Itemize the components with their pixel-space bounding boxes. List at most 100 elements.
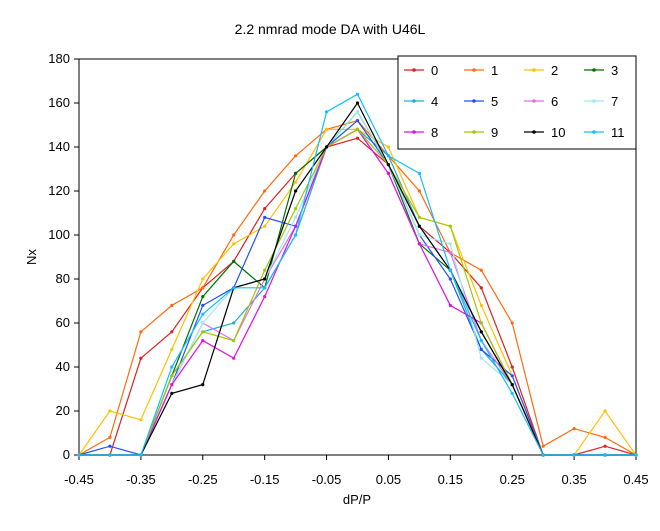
data-point	[603, 444, 607, 448]
data-point	[510, 374, 514, 378]
data-point	[572, 427, 576, 431]
legend-marker	[592, 68, 596, 72]
legend-marker	[472, 130, 476, 134]
data-point	[417, 215, 421, 219]
data-point	[201, 330, 205, 334]
data-point	[139, 453, 143, 457]
legend-item: 7	[584, 94, 618, 109]
chart-title: 2.2 nmrad mode DA with U46L	[235, 21, 426, 37]
data-point	[294, 233, 298, 237]
x-tick-label: 0.15	[438, 472, 463, 487]
data-point	[603, 453, 607, 457]
data-point	[108, 444, 112, 448]
data-point	[294, 180, 298, 184]
legend-item: 10	[524, 125, 565, 140]
data-point	[417, 233, 421, 237]
legend: 0 1 2 3 4 5 6 7 8 9 10 11	[397, 55, 637, 150]
data-point	[263, 286, 267, 290]
data-point	[479, 339, 483, 343]
x-tick-label: 0.25	[500, 472, 525, 487]
legend-item: 0	[404, 63, 438, 78]
data-point	[139, 356, 143, 360]
y-tick-label: 0	[63, 447, 70, 462]
data-point	[139, 418, 143, 422]
legend-marker	[532, 99, 536, 103]
legend-label: 8	[431, 125, 438, 140]
data-point	[448, 303, 452, 307]
legend-marker	[532, 68, 536, 72]
data-point	[448, 251, 452, 255]
legend-item: 6	[524, 94, 558, 109]
data-point	[294, 154, 298, 158]
y-tick-label: 80	[56, 271, 70, 286]
data-point	[417, 242, 421, 246]
data-point	[479, 356, 483, 360]
data-point	[324, 110, 329, 114]
data-point	[386, 154, 391, 158]
legend-label: 3	[611, 63, 618, 78]
legend-item: 4	[404, 94, 438, 109]
data-point	[108, 453, 112, 457]
x-tick-label: -0.25	[188, 472, 218, 487]
y-tick-label: 100	[48, 227, 70, 242]
x-tick-label: 0.05	[376, 472, 401, 487]
data-point	[355, 92, 360, 96]
data-point	[479, 303, 483, 307]
data-point	[201, 383, 205, 387]
data-point	[294, 224, 298, 228]
legend-label: 11	[611, 125, 625, 140]
x-tick-label: -0.35	[126, 472, 156, 487]
data-point	[232, 233, 236, 237]
data-point	[263, 207, 267, 211]
data-point	[232, 286, 236, 290]
data-point	[479, 268, 483, 272]
x-tick-label: -0.05	[312, 472, 342, 487]
x-axis-label: dP/P	[343, 492, 371, 507]
data-point	[201, 295, 205, 299]
data-point	[479, 286, 483, 290]
y-axis: 0 20 40 60 80 100 120 140 160 180	[48, 51, 79, 462]
legend-item: 9	[464, 125, 498, 140]
legend-marker	[412, 68, 416, 72]
legend-label: 10	[551, 125, 565, 140]
data-point	[170, 391, 174, 395]
data-point	[448, 242, 452, 246]
legend-item: 11	[584, 125, 625, 140]
x-tick-label: 0.35	[561, 472, 586, 487]
data-point	[170, 303, 174, 307]
data-point	[572, 453, 576, 457]
legend-label: 4	[431, 94, 438, 109]
data-point	[77, 453, 81, 457]
data-point	[510, 321, 514, 325]
data-point	[417, 171, 421, 175]
x-tick-label: -0.15	[250, 472, 280, 487]
legend-box	[397, 55, 637, 150]
legend-item: 3	[584, 63, 618, 78]
legend-marker	[532, 130, 536, 134]
data-point	[170, 330, 174, 334]
data-point	[510, 391, 514, 395]
data-point	[510, 383, 514, 387]
data-point	[232, 321, 236, 325]
data-point	[448, 224, 452, 228]
data-point	[201, 321, 205, 325]
legend-marker	[472, 99, 476, 103]
data-point	[263, 295, 267, 299]
data-point	[386, 163, 391, 167]
data-point	[201, 312, 205, 316]
y-tick-label: 40	[56, 359, 70, 374]
legend-label: 7	[611, 94, 618, 109]
legend-label: 0	[431, 63, 438, 78]
y-tick-label: 20	[56, 403, 70, 418]
y-tick-label: 160	[48, 95, 70, 110]
data-point	[324, 127, 329, 131]
legend-label: 2	[551, 63, 558, 78]
data-point	[108, 409, 112, 413]
data-point	[417, 224, 421, 228]
data-point	[263, 189, 267, 193]
legend-marker	[472, 68, 476, 72]
x-tick-label: 0.45	[623, 472, 648, 487]
data-point	[108, 435, 112, 439]
data-point	[479, 330, 483, 334]
legend-label: 5	[491, 94, 498, 109]
